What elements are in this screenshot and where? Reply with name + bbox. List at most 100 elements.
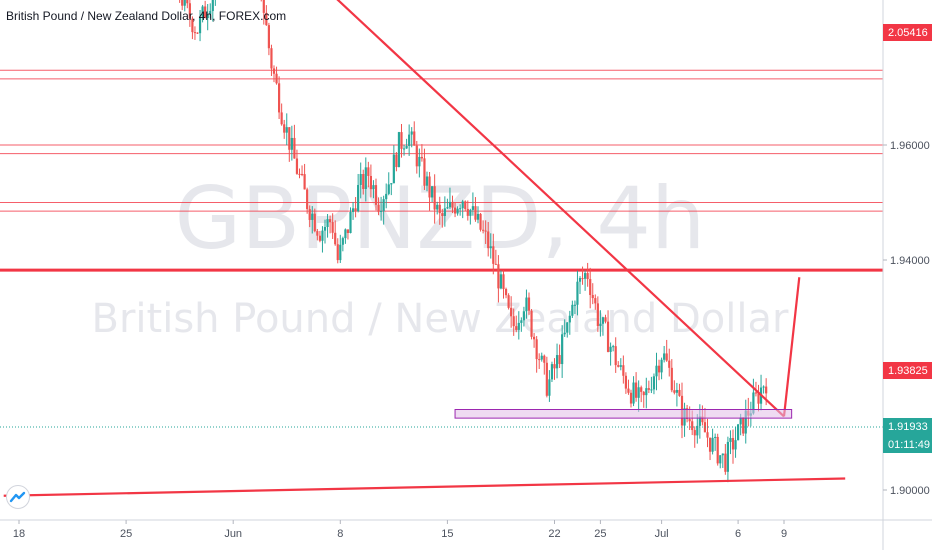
candle-body [530,310,533,337]
candle-body [183,0,186,6]
candle-body [729,438,732,442]
candle-body [339,244,342,261]
candle-body [670,367,673,391]
candle-body [566,322,569,333]
candle-body [272,68,276,74]
candle-body [657,365,661,373]
trendline [336,0,785,418]
candle-body [484,230,487,232]
tradingview-logo-icon[interactable] [6,485,30,509]
candle-body [288,127,291,150]
candle-body [392,154,395,184]
candle-body [629,392,633,404]
price-tick-label: 1.90000 [890,485,930,497]
candle-body [663,353,666,360]
candle-body [357,184,360,212]
price-tag-last: 1.91933 01:11:49 [883,418,932,453]
candle-body [283,124,286,133]
candle-body [181,0,184,6]
candle-body [584,273,587,279]
candle-body [387,184,390,194]
candle-body [329,219,332,223]
logo-glyph [9,491,26,503]
candle-body [744,410,747,434]
horizontal-levels-layer [0,69,883,272]
candle-body [716,436,719,464]
candle-body [438,204,441,214]
candle-body [696,425,699,436]
candle-body [443,208,446,216]
candle-body [415,145,418,167]
candle-body [451,201,454,208]
candle-body [527,297,531,311]
candle-body [425,176,429,186]
candle-body [341,238,344,245]
candle-body [632,382,635,404]
candle-body [604,317,607,322]
candle-body [201,6,204,17]
candle-body [619,365,622,367]
candle-body [726,441,729,472]
candle-body [693,430,696,436]
candle-body [571,304,574,316]
time-tick-label: 18 [13,528,25,540]
time-tick-label: 22 [548,528,560,540]
candle-body [622,365,625,376]
candle-body [382,199,385,211]
candle-body [418,156,421,167]
candle-body [596,303,599,326]
candle-body [507,295,510,308]
time-axis[interactable]: 18 25 Jun 8 15 22 25 Jul 6 9 [13,520,787,540]
candle-body [482,229,485,231]
candle-body [290,137,293,150]
candle-body [754,392,758,394]
candle-body [655,365,658,377]
candle-body [497,264,500,289]
candle-body [637,387,640,398]
candle-body [336,244,339,261]
candle-body [469,209,472,216]
candle-body [459,208,462,210]
candle-body [737,424,740,441]
candle-body [578,278,582,282]
candle-body [517,322,520,330]
candle-body [204,6,207,18]
candle-body [757,393,760,404]
candle-body [293,137,296,159]
time-tick-label: 8 [337,528,343,540]
candle-body [446,207,449,209]
candle-body [193,32,197,34]
time-tick-label: 25 [120,528,132,540]
candle-body [367,167,370,176]
candle-body [433,186,436,210]
candle-body [321,230,324,241]
candle-body [346,229,350,234]
candle-body [267,25,270,49]
candle-body [209,11,212,15]
candle-body [362,174,365,189]
candle-body [262,0,265,13]
candle-body [300,173,304,175]
candle-body [395,154,398,168]
candle-body [606,321,610,352]
candle-body [499,274,503,289]
candle-body [364,167,367,189]
candle-body [533,336,536,340]
trendlines-layer [3,0,846,497]
candle-body [553,364,556,369]
candle-body [431,186,434,198]
candle-body [652,376,656,390]
candle-body [512,316,515,327]
candle-body [400,132,403,149]
candle-body [298,173,301,175]
candle-body [461,201,464,209]
candle-body [354,208,357,212]
candle-body [408,134,411,146]
candle-body [635,382,638,398]
price-tag-mid-level: 1.93825 [883,362,932,379]
candle-body [456,208,459,214]
candle-body [323,227,327,231]
candle-body [278,83,281,113]
candle-body [647,388,650,390]
